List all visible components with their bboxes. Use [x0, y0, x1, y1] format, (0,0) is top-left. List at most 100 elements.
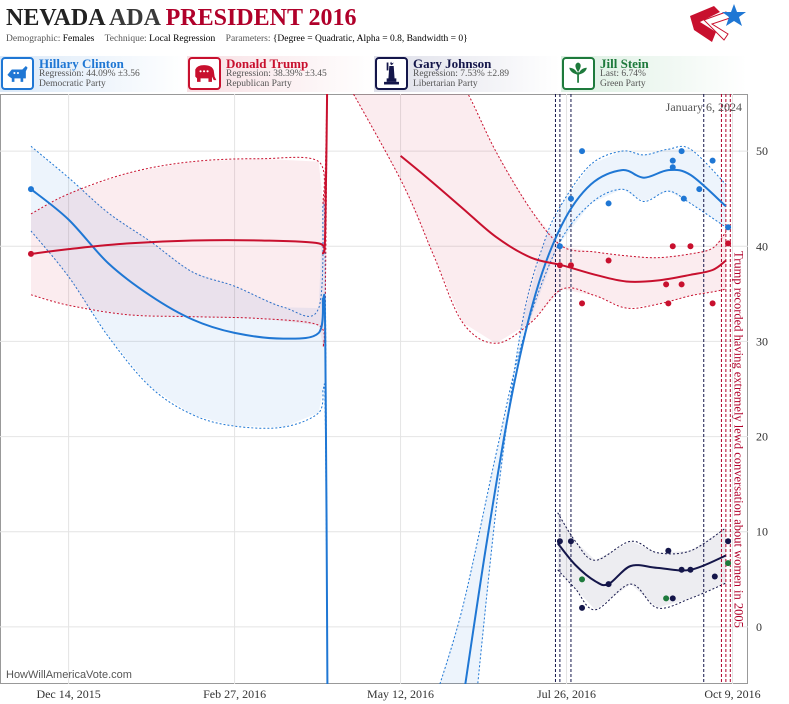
page-title: NEVADA ADA PRESIDENT 2016: [6, 5, 357, 32]
candidate-card-trump[interactable]: Donald Trump Regression: 38.39% ±3.45 Re…: [187, 56, 373, 92]
hillary-clinton-poll-point: [725, 224, 732, 231]
gary-johnson-poll-point: [665, 547, 672, 554]
candidate-name: Donald Trump: [226, 56, 309, 71]
candidate-stat: Last: 6.74%: [600, 69, 646, 79]
candidate-party: Republican Party: [226, 79, 292, 89]
hillary-clinton-poll-point: [678, 148, 685, 155]
title-race: PRESIDENT 2016: [165, 5, 357, 31]
jill-stein-poll-point: [663, 595, 670, 602]
donald-trump-poll-point: [687, 243, 694, 250]
x-tick-label: Oct 9, 2016: [704, 687, 760, 701]
candidate-stat: Regression: 7.53% ±2.89: [413, 69, 509, 79]
elephant-icon: [188, 57, 221, 90]
candidate-party: Green Party: [600, 79, 646, 89]
candidate-legend: Hillary Clinton Regression: 44.09% ±3.56…: [0, 56, 789, 94]
hillary-clinton-late-band: [439, 149, 726, 684]
candidate-name: Hillary Clinton: [39, 56, 124, 71]
donkey-icon: [1, 57, 34, 90]
donald-trump-band-lower: [30, 94, 328, 348]
hillary-clinton-poll-point: [680, 195, 687, 202]
candidate-name: Gary Johnson: [413, 56, 492, 71]
hillary-clinton-late-band-upper: [477, 145, 727, 684]
y-tick-label: 10: [756, 525, 768, 539]
gary-johnson-band-lower: [557, 569, 727, 611]
event-annotation: Trump recorded having extremely lewd con…: [732, 251, 746, 628]
donald-trump-band: [31, 94, 328, 347]
demographic-label: Demographic:: [6, 34, 61, 44]
gary-johnson-poll-point: [556, 538, 563, 545]
technique-value: Local Regression: [149, 34, 216, 44]
site-logo[interactable]: [686, 2, 750, 52]
candidate-party: Libertarian Party: [413, 79, 478, 89]
donald-trump-poll-point: [556, 262, 563, 269]
donald-trump-trend-line: [30, 94, 329, 255]
axis-layer: Dec 14, 2015 Feb 27, 2016 May 12, 2016 Jul …: [36, 144, 768, 701]
header: NEVADA ADA PRESIDENT 2016 Demographic: F…: [0, 0, 789, 56]
parameters-value: {Degree = Quadratic, Alpha = 0.8, Bandwi…: [272, 34, 468, 44]
hillary-clinton-poll-point: [556, 243, 563, 250]
donald-trump-poll-point: [579, 300, 586, 307]
poll-chart: Dec 14, 2015 Feb 27, 2016 May 12, 2016 Jul …: [0, 94, 768, 701]
hillary-clinton-poll-point: [27, 186, 34, 193]
gary-johnson-poll-point: [725, 538, 732, 545]
gary-johnson-poll-point: [669, 595, 676, 602]
donald-trump-poll-point: [665, 300, 672, 307]
gary-johnson-poll-point: [605, 581, 612, 588]
y-tick-label: 50: [756, 144, 768, 158]
parameters-label: Parameters:: [225, 34, 271, 44]
gary-johnson-poll-point: [687, 566, 694, 573]
donald-trump-poll-point: [678, 281, 685, 288]
x-tick-label: Dec 14, 2015: [36, 687, 100, 701]
y-tick-label: 20: [756, 430, 768, 444]
hillary-clinton-trend-line-late: [464, 168, 727, 684]
band-layer: [30, 94, 727, 684]
donald-trump-poll-point: [27, 250, 34, 257]
hillary-clinton-poll-point: [696, 186, 703, 193]
point-layer: [27, 148, 732, 611]
candidate-party: Democratic Party: [39, 79, 106, 89]
gary-johnson-poll-point: [579, 604, 586, 611]
donald-trump-poll-point: [605, 257, 612, 264]
donald-trump-poll-point: [709, 300, 716, 307]
title-state: NEVADA: [6, 5, 105, 31]
candidate-card-johnson[interactable]: Gary Johnson Regression: 7.53% ±2.89 Lib…: [374, 56, 560, 92]
candidate-card-stein[interactable]: Jill Stein Last: 6.74% Green Party: [561, 56, 747, 92]
hillary-clinton-band-lower: [30, 230, 328, 684]
leaf-icon: [562, 57, 595, 90]
y-tick-label: 40: [756, 239, 768, 253]
x-tick-label: May 12, 2016: [367, 687, 434, 701]
candidate-stat: Regression: 38.39% ±3.45: [226, 69, 327, 79]
hillary-clinton-poll-point: [579, 148, 586, 155]
candidate-stat: Regression: 44.09% ±3.56: [39, 69, 140, 79]
jill-stein-poll-point: [725, 560, 732, 567]
hillary-clinton-poll-point: [605, 200, 612, 207]
event-lines-layer: [554, 94, 731, 684]
x-tick-label: Jul 26, 2016: [537, 687, 596, 701]
hillary-clinton-late-band-lower: [439, 188, 727, 684]
jill-stein-poll-point: [579, 576, 586, 583]
plot-frame: [0, 94, 748, 684]
parameters-line: Demographic: Females Technique: Local Re…: [6, 34, 476, 44]
gary-johnson-poll-point: [678, 566, 685, 573]
donald-trump-poll-point: [663, 281, 670, 288]
gary-johnson-poll-point: [567, 538, 574, 545]
donald-trump-poll-point: [669, 243, 676, 250]
hillary-clinton-poll-point: [669, 157, 676, 164]
donald-trump-trend-line-late: [399, 155, 727, 283]
donald-trump-poll-point: [725, 240, 732, 247]
date-annotation: January 6, 2024: [666, 100, 742, 114]
technique-label: Technique:: [104, 34, 147, 44]
liberty-icon: [375, 57, 408, 90]
hillary-clinton-poll-point: [567, 195, 574, 202]
hillary-clinton-poll-point: [709, 157, 716, 164]
y-tick-label: 0: [756, 620, 762, 634]
title-mid: ADA: [108, 5, 160, 31]
candidate-name: Jill Stein: [600, 56, 649, 71]
donald-trump-late-band-lower: [352, 94, 727, 344]
gary-johnson-band: [557, 512, 726, 610]
gary-johnson-band-upper: [557, 512, 727, 561]
watermark: HowWillAmericaVote.com: [6, 669, 132, 681]
gary-johnson-poll-point: [711, 573, 718, 580]
hillary-clinton-poll-point: [669, 164, 676, 171]
candidate-card-clinton[interactable]: Hillary Clinton Regression: 44.09% ±3.56…: [0, 56, 186, 92]
